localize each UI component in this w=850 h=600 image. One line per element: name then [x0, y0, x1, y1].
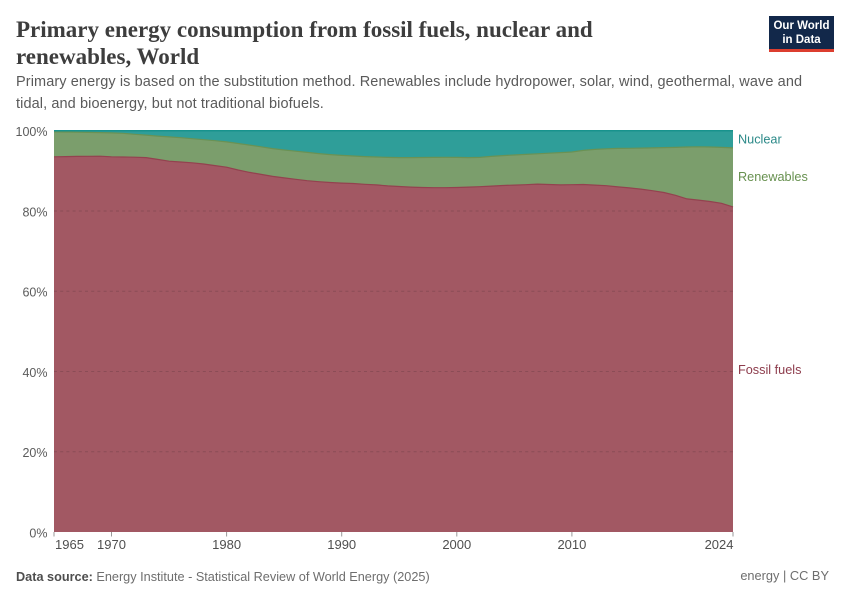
svg-text:Fossil fuels: Fossil fuels — [738, 363, 801, 377]
svg-text:60%: 60% — [22, 285, 47, 299]
svg-text:1990: 1990 — [327, 537, 356, 552]
svg-text:20%: 20% — [22, 446, 47, 460]
svg-text:1970: 1970 — [97, 537, 126, 552]
svg-text:2000: 2000 — [442, 537, 471, 552]
svg-text:80%: 80% — [22, 205, 47, 219]
svg-text:2024: 2024 — [705, 537, 734, 552]
svg-text:100%: 100% — [16, 125, 48, 139]
svg-text:Nuclear: Nuclear — [738, 133, 782, 147]
svg-text:1980: 1980 — [212, 537, 241, 552]
svg-text:40%: 40% — [22, 366, 47, 380]
svg-text:2010: 2010 — [557, 537, 586, 552]
svg-text:1965: 1965 — [55, 537, 84, 552]
svg-text:Renewables: Renewables — [738, 170, 808, 184]
svg-text:0%: 0% — [29, 526, 47, 540]
